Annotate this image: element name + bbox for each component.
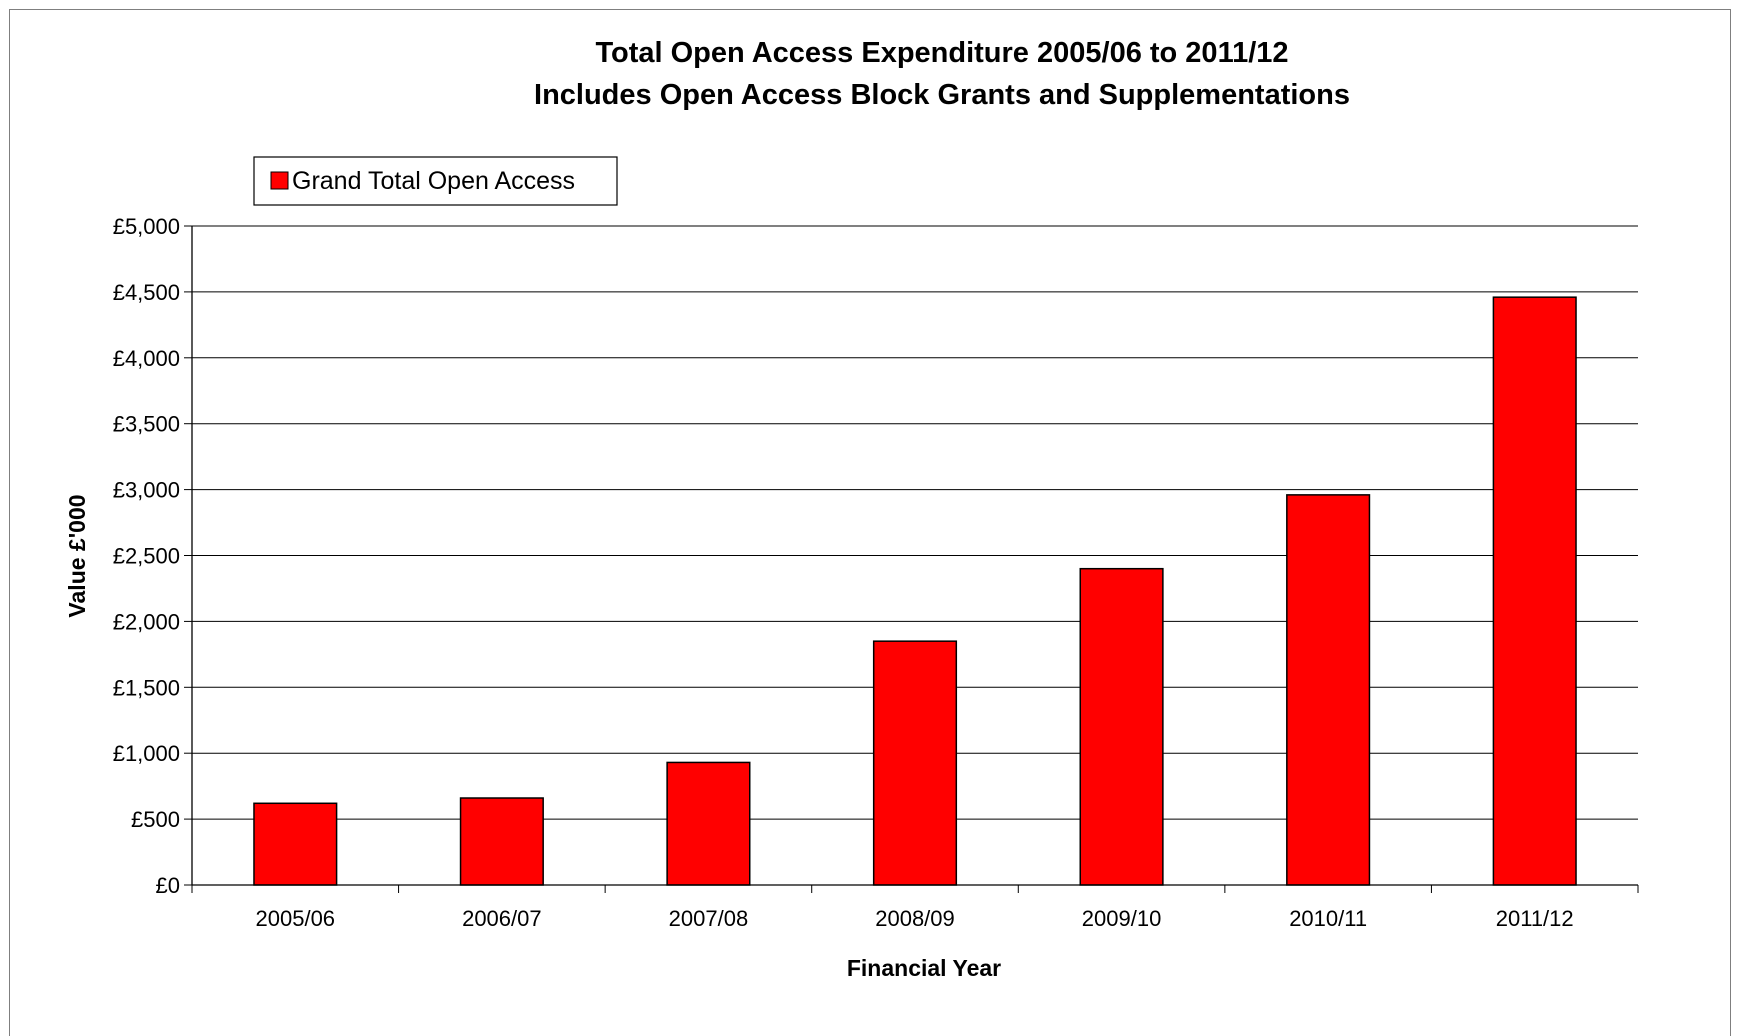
y-tick-label: £0: [156, 873, 180, 898]
y-tick-label: £2,000: [113, 609, 180, 634]
x-tick-label: 2010/11: [1289, 906, 1367, 931]
axes: [191, 226, 1638, 886]
x-tick-label: 2007/08: [669, 906, 749, 931]
legend-swatch: [270, 171, 289, 190]
legend-label: Grand Total Open Access: [292, 167, 575, 195]
y-axis-title: Value £'000: [64, 494, 90, 617]
bar: [253, 802, 338, 886]
bar: [872, 640, 958, 886]
x-tick-label: 2006/07: [462, 906, 542, 931]
y-tick-label: £4,000: [113, 346, 180, 371]
x-tick-label: 2009/10: [1082, 906, 1162, 931]
bar: [1286, 494, 1371, 886]
x-axis-title: Financial Year: [847, 955, 1001, 981]
y-tick-label: £500: [131, 807, 180, 832]
x-tick-label: 2008/09: [875, 906, 955, 931]
y-tick-label: £1,500: [113, 675, 180, 700]
chart-subtitle: Includes Open Access Block Grants and Su…: [534, 79, 1350, 111]
bars: [253, 296, 1577, 886]
y-tick-label: £3,000: [113, 478, 180, 503]
y-tick-label: £2,500: [113, 544, 180, 569]
y-tick-label: £3,500: [113, 412, 180, 437]
bar: [666, 761, 751, 886]
x-tick-label: 2011/12: [1496, 906, 1574, 931]
y-tick-label: £1,000: [113, 741, 180, 766]
legend-box: [253, 156, 618, 206]
y-axis-ticks: £0 £500 £1,000 £1,500 £2,000 £2,500 £3,000 £3,5…: [113, 214, 192, 898]
y-tick-label: £4,500: [113, 280, 180, 305]
x-axis-ticks: 2005/06 2006/07 2007/08 2008/09 2009/10 2010/…: [191, 885, 1639, 931]
bar: [1079, 567, 1164, 886]
chart-title: Total Open Access Expenditure 2005/06 to…: [595, 37, 1288, 69]
legend: Grand Total Open Access: [253, 156, 618, 206]
bar: [1492, 296, 1577, 886]
y-tick-label: £5,000: [113, 214, 180, 239]
x-tick-label: 2005/06: [256, 906, 336, 931]
gridlines: [192, 225, 1638, 820]
bar: [459, 797, 544, 886]
